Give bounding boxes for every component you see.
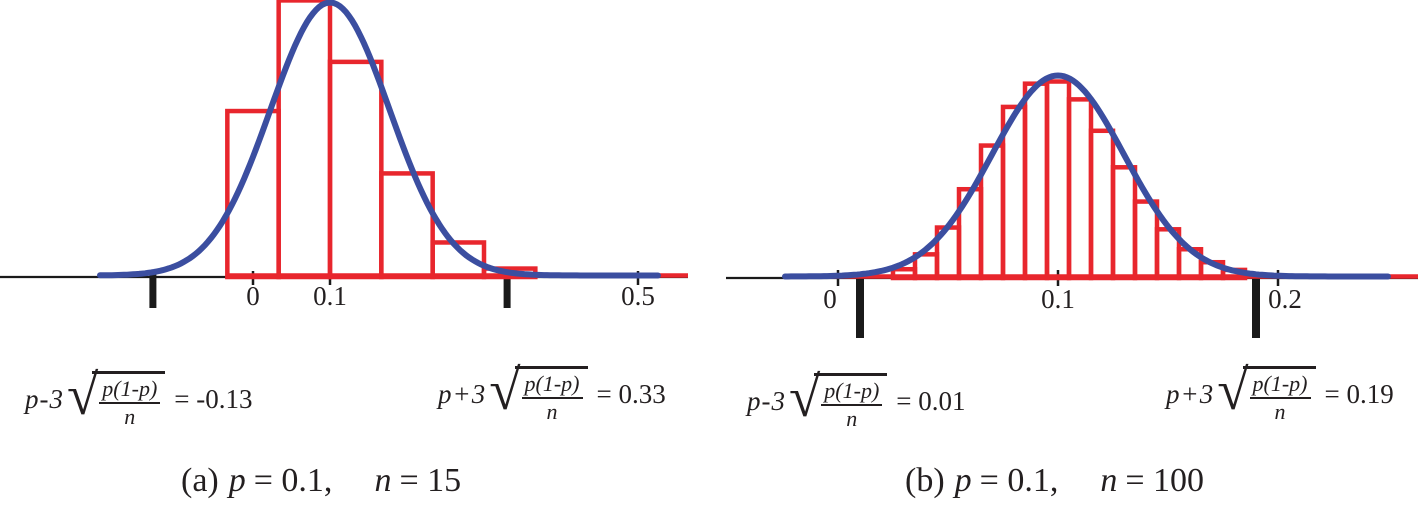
caption-chart-a: (a) p = 0.1, n = 15 bbox=[181, 462, 461, 500]
caption-p-var: p bbox=[228, 462, 246, 499]
caption-n-value: = 100 bbox=[1125, 462, 1205, 499]
fraction-denominator: n bbox=[1274, 399, 1286, 425]
x-axis-tick-label: 0 bbox=[823, 284, 837, 314]
formula-prefix: p-3 bbox=[25, 384, 64, 415]
radicand: p(1-p) n bbox=[514, 366, 588, 425]
radical-sign: √ bbox=[1217, 359, 1249, 423]
formula-prefix: p+3 bbox=[1166, 379, 1215, 410]
chart-a: 0 0.1 0.5 bbox=[0, 0, 688, 311]
fraction-numerator: p(1-p) bbox=[521, 372, 583, 400]
radicand: p(1-p) n bbox=[92, 371, 166, 430]
caption-n-value: = 15 bbox=[399, 462, 462, 499]
fraction-denominator: n bbox=[124, 404, 136, 430]
caption-p-value: = 0.1, bbox=[979, 462, 1059, 499]
formula-a-lower-limit: p-3 √ p(1-p) n = -0.13 bbox=[25, 364, 253, 430]
fraction-denominator: n bbox=[846, 406, 858, 432]
caption-p-var: p bbox=[954, 462, 972, 499]
histogram-bar bbox=[327, 59, 384, 280]
fraction: p(1-p) n bbox=[1249, 372, 1311, 425]
caption-chart-b: (b) p = 0.1, n = 100 bbox=[905, 462, 1204, 500]
fraction-numerator: p(1-p) bbox=[1249, 372, 1311, 400]
x-axis-tick-label: 0.1 bbox=[1041, 284, 1075, 314]
radicand: p(1-p) n bbox=[1242, 366, 1316, 425]
histogram-bar bbox=[890, 266, 918, 281]
histogram-bar bbox=[1022, 81, 1050, 281]
histogram-bar bbox=[379, 171, 435, 280]
x-axis-tick-label: 0.2 bbox=[1268, 284, 1302, 314]
charts-svg: 0 0.1 0.5 0 0.1 0.2 bbox=[0, 0, 1418, 338]
caption-n-var: n bbox=[1100, 462, 1118, 499]
radical-sign: √ bbox=[67, 364, 99, 428]
fraction-numerator: p(1-p) bbox=[99, 377, 161, 405]
formula-b-upper-limit: p+3 √ p(1-p) n = 0.19 bbox=[1166, 359, 1394, 425]
histogram-bar bbox=[1066, 97, 1094, 281]
histogram-bar bbox=[276, 0, 333, 280]
radicand: p(1-p) n bbox=[814, 373, 888, 432]
caption-index: (b) bbox=[905, 462, 945, 499]
radical-sign: √ bbox=[789, 366, 821, 430]
fraction-numerator: p(1-p) bbox=[821, 379, 883, 407]
caption-index: (a) bbox=[181, 462, 219, 499]
radical-sign: √ bbox=[489, 359, 521, 423]
normal-curve bbox=[782, 72, 1391, 280]
fraction-denominator: n bbox=[546, 399, 558, 425]
histogram-bar bbox=[1088, 128, 1116, 281]
fraction: p(1-p) n bbox=[521, 372, 583, 425]
histogram-bar bbox=[1044, 79, 1072, 281]
histogram-bar bbox=[430, 240, 487, 280]
fraction: p(1-p) n bbox=[99, 377, 161, 430]
formula-result: = 0.19 bbox=[1324, 379, 1394, 410]
formula-result: = -0.13 bbox=[174, 384, 253, 415]
x-axis-tick-label: 0.1 bbox=[313, 281, 347, 311]
fraction: p(1-p) n bbox=[821, 379, 883, 432]
histogram-bar bbox=[1110, 165, 1138, 281]
caption-p-value: = 0.1, bbox=[253, 462, 333, 499]
histogram-bars bbox=[225, 0, 538, 280]
normal-curve bbox=[97, 0, 661, 279]
formula-a-upper-limit: p+3 √ p(1-p) n = 0.33 bbox=[438, 359, 666, 425]
formula-prefix: p-3 bbox=[747, 386, 786, 417]
caption-n-var: n bbox=[374, 462, 392, 499]
formula-prefix: p+3 bbox=[438, 379, 487, 410]
x-axis-tick-label: 0 bbox=[246, 281, 260, 311]
formula-result: = 0.01 bbox=[896, 386, 966, 417]
formula-result: = 0.33 bbox=[596, 379, 666, 410]
histogram-bar bbox=[1132, 199, 1160, 281]
formula-b-lower-limit: p-3 √ p(1-p) n = 0.01 bbox=[747, 366, 966, 432]
x-axis-tick-label: 0.5 bbox=[621, 281, 655, 311]
chart-b: 0 0.1 0.2 bbox=[726, 72, 1418, 338]
